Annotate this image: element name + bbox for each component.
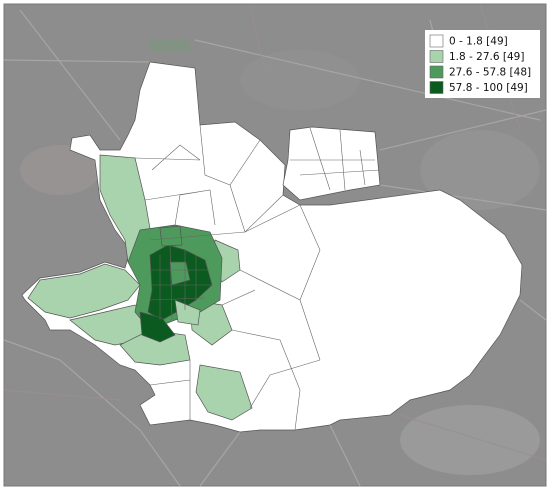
legend-swatch xyxy=(429,50,444,63)
basemap-features xyxy=(3,4,547,487)
legend-swatch xyxy=(429,34,444,48)
district xyxy=(27,263,141,319)
legend: 0 - 1.8 [49] 1.8 - 27.6 [49] 27.6 - 57.8 [… xyxy=(425,30,540,98)
legend-label: 0 - 1.8 [49] xyxy=(449,36,508,48)
district xyxy=(282,126,381,201)
district xyxy=(195,364,253,421)
district xyxy=(139,311,176,343)
legend-swatch xyxy=(429,65,444,79)
legend-label: 27.6 - 57.8 [48] xyxy=(449,67,531,79)
legend-background xyxy=(425,30,540,98)
district xyxy=(174,299,201,326)
legend-label: 57.8 - 100 [49] xyxy=(449,82,528,94)
district-borders xyxy=(134,124,381,431)
legend-swatch xyxy=(429,81,444,94)
district xyxy=(159,225,183,247)
districts xyxy=(21,61,523,433)
legend-label: 1.8 - 27.6 [49] xyxy=(449,51,524,63)
